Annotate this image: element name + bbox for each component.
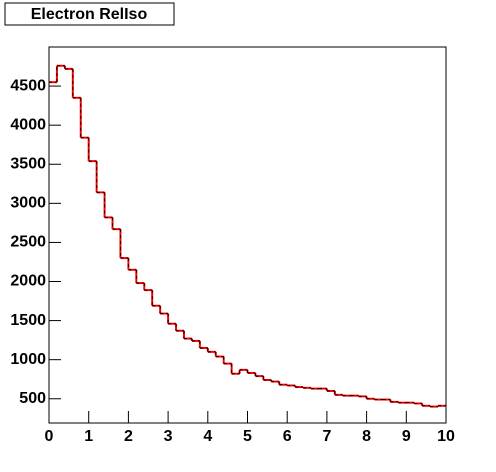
x-tick-label: 0 — [45, 428, 54, 445]
x-tick-label: 7 — [322, 428, 331, 445]
y-tick-label: 3500 — [10, 155, 46, 172]
y-tick-label: 2000 — [10, 273, 46, 290]
x-tick-label: 6 — [283, 428, 292, 445]
y-tick-label: 2500 — [10, 234, 46, 251]
title-box — [4, 2, 175, 26]
x-tick-label: 2 — [124, 428, 133, 445]
y-tick-label: 1500 — [10, 312, 46, 329]
x-tick-label: 9 — [402, 428, 411, 445]
x-tick-label: 1 — [84, 428, 93, 445]
y-tick-label: 3000 — [10, 195, 46, 212]
frame — [48, 46, 447, 424]
y-tick-label: 4500 — [10, 77, 46, 94]
x-tick-label: 5 — [243, 428, 252, 445]
x-tick-label: 3 — [164, 428, 173, 445]
x-tick-label: 10 — [437, 428, 455, 445]
x-tick-label: 4 — [203, 428, 212, 445]
y-tick-label: 1000 — [10, 351, 46, 368]
y-tick-label: 4000 — [10, 116, 46, 133]
chart-title: Electron RelIso — [31, 6, 148, 23]
y-tick-label: 500 — [19, 390, 46, 407]
x-tick-label: 8 — [362, 428, 371, 445]
